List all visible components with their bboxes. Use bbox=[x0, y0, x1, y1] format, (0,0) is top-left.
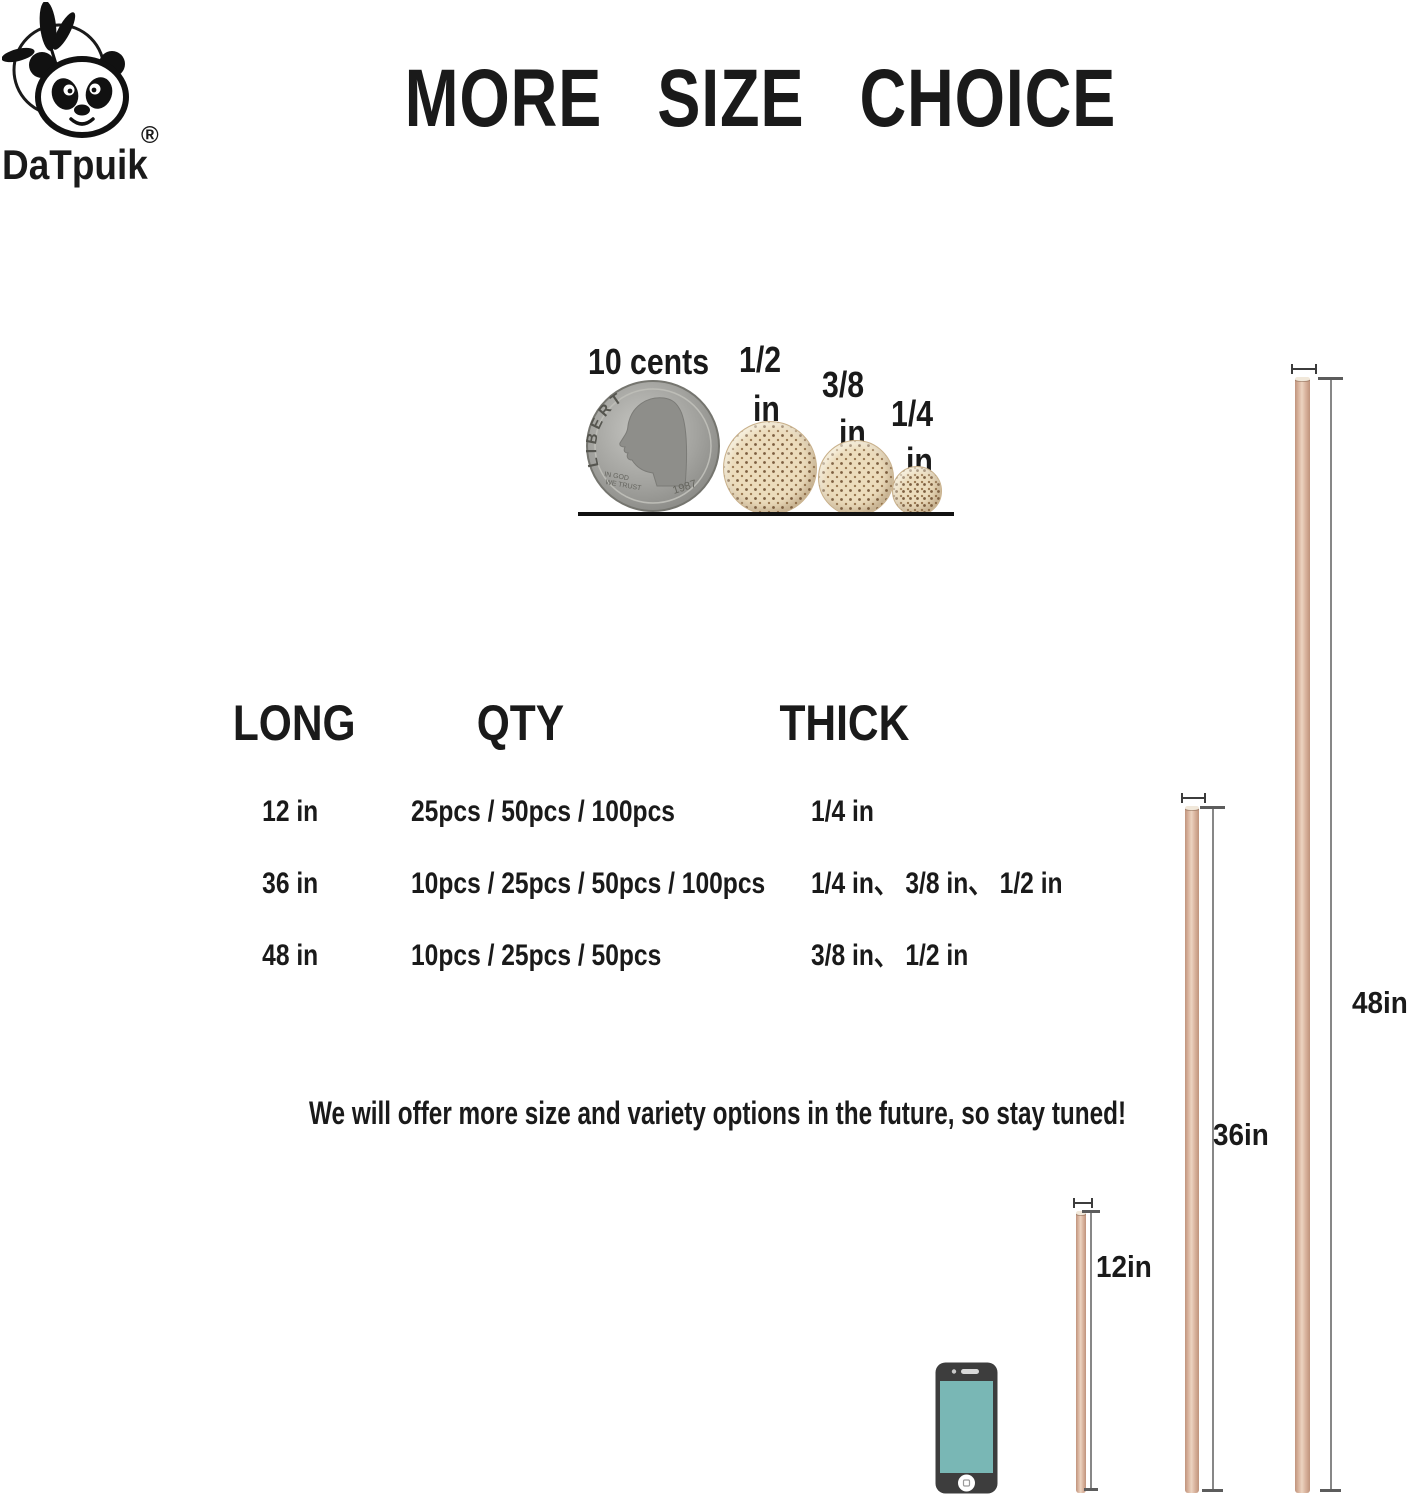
stick-length-label-12in: 12in bbox=[1096, 1249, 1152, 1284]
measure-cap-48in-top bbox=[1318, 377, 1343, 380]
stick-length-label-48in: 48in bbox=[1352, 985, 1408, 1020]
measure-cap-36in-bottom bbox=[1202, 1489, 1223, 1492]
future-options-note: We will offer more size and variety opti… bbox=[309, 1095, 1127, 1131]
measure-cap-12in-bottom bbox=[1084, 1488, 1098, 1491]
page-title: MORE SIZE CHOICE bbox=[404, 53, 1116, 144]
coin-motto-line1: IN GOD bbox=[604, 471, 630, 482]
measure-line-12in bbox=[1090, 1211, 1092, 1490]
column-header-qty: QTY bbox=[476, 695, 565, 751]
dowel-three-eighths-inch-label: 3/8 bbox=[822, 364, 865, 405]
measure-line-48in bbox=[1330, 378, 1332, 1490]
dowel-cross-section-half-inch bbox=[723, 421, 817, 515]
stick-length-label-36in: 36in bbox=[1213, 1117, 1269, 1152]
bamboo-stick-48in bbox=[1295, 377, 1310, 1493]
column-header-thick: THICK bbox=[779, 695, 910, 751]
brand-name: DaTpuik bbox=[2, 141, 148, 188]
smartphone-icon bbox=[935, 1362, 998, 1494]
width-bracket-36in bbox=[1181, 793, 1206, 803]
comparison-baseline bbox=[578, 512, 954, 516]
table-row-48in-long: 48 in bbox=[261, 939, 319, 972]
coin-size-label: 10 cents bbox=[588, 341, 710, 382]
table-row-36in-qty: 10pcs / 25pcs / 50pcs / 100pcs bbox=[411, 867, 766, 900]
bamboo-stick-36in bbox=[1185, 806, 1199, 1493]
dowel-cross-section-three-eighths-inch bbox=[818, 440, 894, 516]
width-bracket-12in bbox=[1073, 1198, 1093, 1208]
measure-cap-48in-bottom bbox=[1320, 1489, 1341, 1492]
column-header-long: LONG bbox=[232, 695, 356, 751]
dowel-half-inch-label: 1/2 bbox=[739, 339, 782, 380]
measure-line-36in bbox=[1212, 807, 1214, 1490]
width-bracket-48in bbox=[1291, 364, 1317, 374]
dowel-quarter-inch-label: 1/4 bbox=[891, 393, 934, 434]
table-row-48in-qty: 10pcs / 25pcs / 50pcs bbox=[411, 939, 662, 972]
table-row-12in-thick: 1/4 in bbox=[811, 795, 874, 828]
registered-trademark-symbol: ® bbox=[141, 122, 159, 149]
panda-logo-icon bbox=[2, 2, 129, 138]
table-row-12in-long: 12 in bbox=[261, 795, 319, 828]
dime-coin-image: LIBERTY IN GOD WE TRUST 1987 bbox=[586, 380, 720, 512]
bamboo-stick-12in bbox=[1076, 1211, 1086, 1493]
table-row-36in-long: 36 in bbox=[261, 867, 319, 900]
table-row-48in-thick: 3/8 in、 1/2 in bbox=[811, 939, 969, 972]
table-row-36in-thick: 1/4 in、 3/8 in、 1/2 in bbox=[811, 867, 1063, 900]
measure-cap-12in-top bbox=[1082, 1210, 1100, 1213]
measure-cap-36in-top bbox=[1200, 806, 1225, 809]
dowel-cross-section-quarter-inch bbox=[892, 466, 942, 516]
table-row-12in-qty: 25pcs / 50pcs / 100pcs bbox=[411, 795, 675, 828]
